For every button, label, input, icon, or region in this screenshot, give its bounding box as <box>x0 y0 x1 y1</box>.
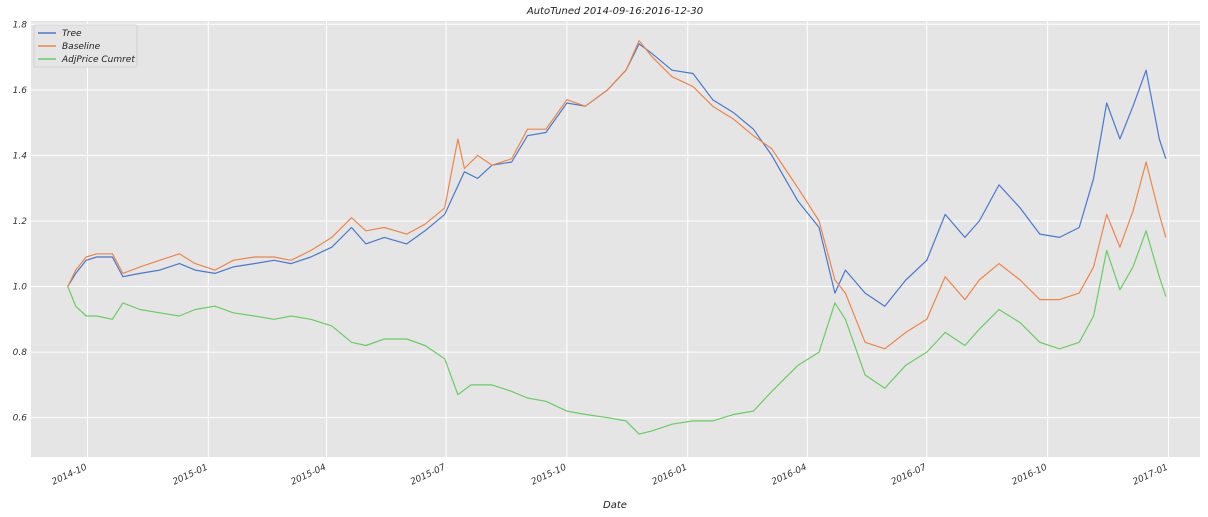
x-tick-label: 2016-07 <box>890 463 929 488</box>
x-tick-label: 2016-10 <box>1011 463 1050 488</box>
grid-lines <box>31 21 1200 457</box>
series-line-baseline <box>67 40 1167 350</box>
y-tick-label: 1.4 <box>13 151 28 161</box>
x-tick-label: 2017-01 <box>1131 463 1169 488</box>
y-tick-label: 1.0 <box>13 283 28 293</box>
y-axis-ticks: 0.6 0.8 1.0 1.2 1.4 1.6 1.8 <box>13 20 28 423</box>
legend: Tree Baseline AdjPrice Cumret <box>33 24 138 68</box>
series-layer <box>67 40 1167 435</box>
legend-label: Baseline <box>62 42 101 52</box>
x-tick-label: 2016-04 <box>770 463 809 488</box>
x-tick-label: 2015-04 <box>289 463 328 488</box>
x-tick-label: 2015-01 <box>171 463 209 488</box>
series-line-adjprice-cumret <box>67 230 1167 435</box>
chart-title: AutoTuned 2014-09-16:2016-12-30 <box>526 6 703 17</box>
y-tick-label: 1.8 <box>13 20 28 30</box>
legend-label: AdjPrice Cumret <box>61 55 135 65</box>
y-tick-label: 1.2 <box>13 217 28 227</box>
y-tick-label: 0.6 <box>13 414 28 424</box>
x-tick-label: 2015-07 <box>409 463 448 488</box>
x-tick-label: 2015-10 <box>530 463 569 488</box>
x-tick-label: 2016-01 <box>651 463 689 488</box>
x-axis-label: Date <box>603 500 627 511</box>
y-tick-label: 0.8 <box>13 348 28 358</box>
y-tick-label: 1.6 <box>13 86 28 96</box>
plot-background <box>31 21 1200 457</box>
legend-box <box>33 24 138 68</box>
x-axis-ticks: 2014-10 2015-01 2015-04 2015-07 2015-10 2016-… <box>50 463 1169 488</box>
x-tick-label: 2014-10 <box>50 463 89 488</box>
legend-label: Tree <box>62 29 82 39</box>
